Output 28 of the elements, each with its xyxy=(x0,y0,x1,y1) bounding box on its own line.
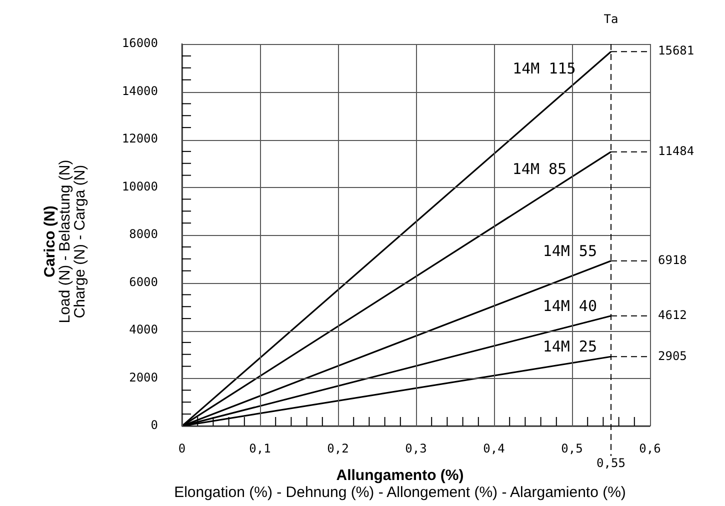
y-tick-label: 4000 xyxy=(129,322,158,337)
y-tick-label: 16000 xyxy=(122,36,158,50)
y-tick-label: 14000 xyxy=(122,84,158,98)
data-label: 4612 xyxy=(658,308,687,322)
y-axis-title: Carico (N) Load (N) - Belastung (N) Charge (N) - Carga (N) xyxy=(42,158,88,326)
x-tick-label: 0,6 xyxy=(639,441,661,456)
data-label: 11484 xyxy=(658,144,694,158)
data-label: 6918 xyxy=(658,252,687,267)
y-tick-label: 8000 xyxy=(129,227,158,242)
series-label: 14M 25 xyxy=(542,338,597,356)
y-tick-label: 6000 xyxy=(129,274,158,289)
y-tick-label: 10000 xyxy=(122,179,158,194)
ref-line-label: 0,55 xyxy=(596,456,626,470)
x-tick-label: 0,5 xyxy=(561,441,583,456)
data-label: 2905 xyxy=(658,348,687,363)
text: Ta xyxy=(604,12,618,26)
data-label: 15681 xyxy=(658,44,694,58)
x-tick-label: 0,3 xyxy=(405,441,427,456)
y-tick-label: 2000 xyxy=(129,370,158,384)
series-label: 14M 55 xyxy=(542,242,597,260)
x-tick-label: 0 xyxy=(178,441,186,456)
y-tick-label: 12000 xyxy=(122,132,158,146)
series-label: 14M 85 xyxy=(512,160,567,178)
x-tick-label: 0,1 xyxy=(249,441,271,456)
x-tick-label: 0,4 xyxy=(483,441,505,456)
y-tick-label: 0 xyxy=(150,418,158,432)
series-label: 14M 40 xyxy=(542,296,597,315)
x-tick-label: 0,2 xyxy=(327,441,349,456)
